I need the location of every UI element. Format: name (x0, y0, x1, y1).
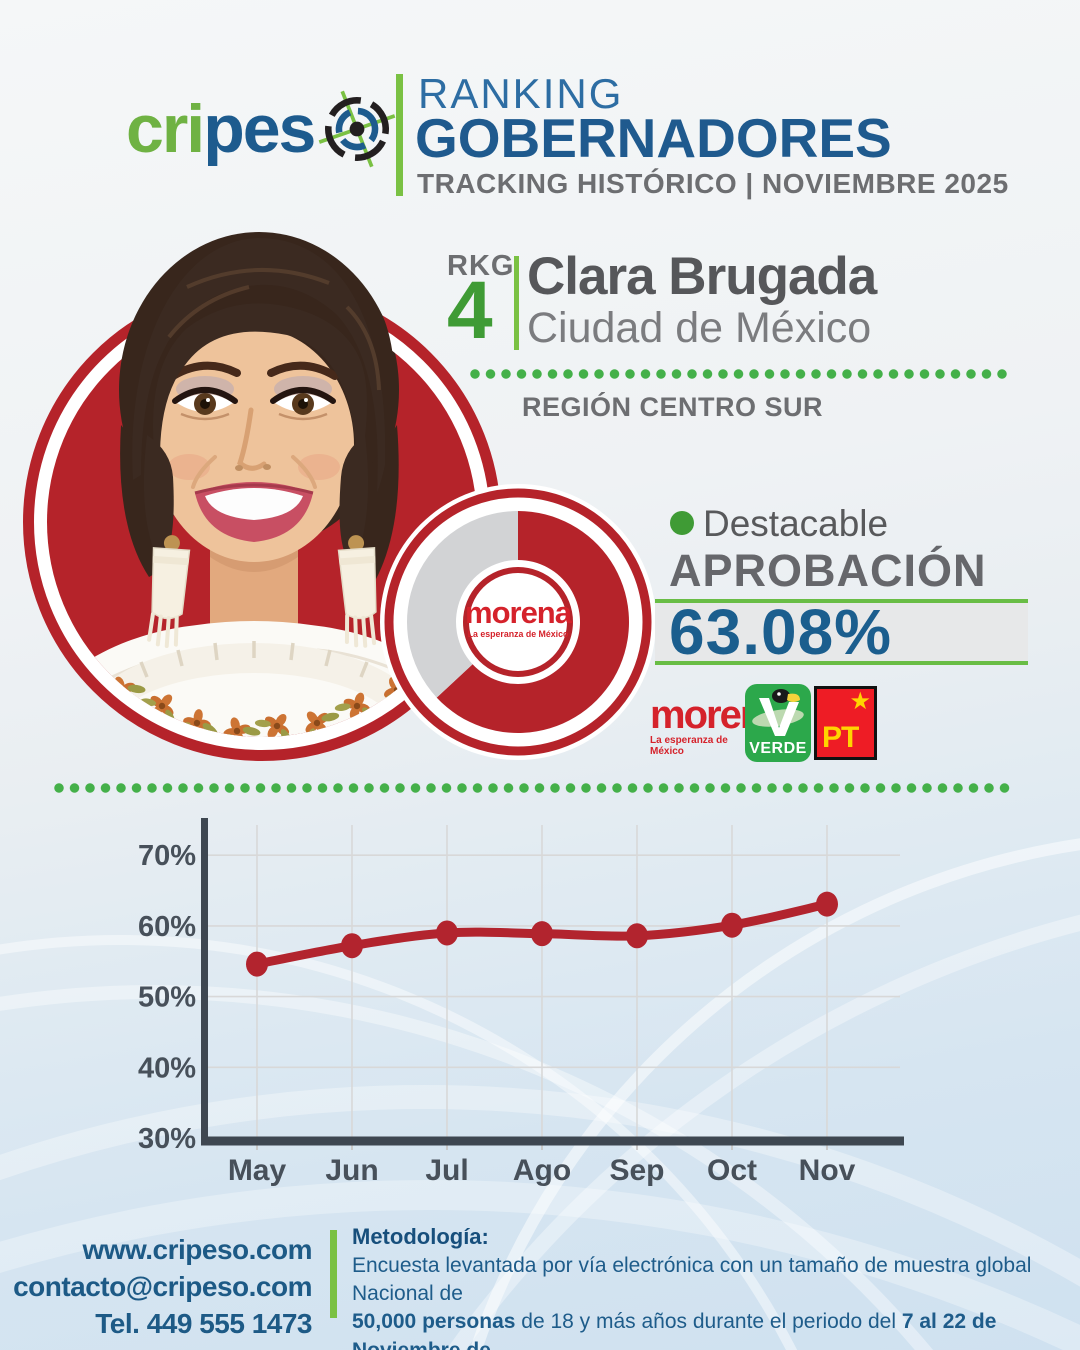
green-dotted-separator (54, 783, 1012, 793)
donut-center-logo: morena La esperanza de México (448, 597, 588, 639)
chart-data-point (816, 891, 838, 917)
green-dotted-separator (470, 369, 1012, 379)
verde-logo: VERDE (745, 684, 811, 762)
logo-text-blue: pes (203, 91, 316, 167)
title-ranking: RANKING (418, 70, 624, 117)
tassel-earring (147, 535, 191, 648)
approval-donut-chart (380, 484, 656, 760)
verde-v-toucan-icon (752, 689, 804, 736)
chart-xtick-label: May (228, 1154, 287, 1187)
chart-ytick-label: 60% (138, 911, 196, 943)
header-divider-bar (396, 74, 403, 196)
chart-xtick-label: Sep (609, 1154, 664, 1187)
status-label: Destacable (703, 503, 889, 544)
morena-wordmark: morena (650, 693, 785, 737)
tassel-earring (337, 535, 377, 648)
morena-wordmark: morena (465, 595, 572, 630)
pt-logo: ★ PT (814, 686, 877, 760)
status-dot-icon (670, 511, 694, 535)
chart-xtick-label: Oct (707, 1154, 757, 1187)
candidate-name: Clara Brugada (527, 247, 877, 306)
rank-number: 4 (447, 265, 493, 356)
methodology-text: Encuesta levantada por vía electrónica c… (352, 1252, 1068, 1350)
methodology-segment: de 18 y más años durante el periodo del (515, 1310, 902, 1334)
chart-data-point (246, 951, 268, 977)
rank-label: RKG (447, 250, 515, 282)
donut-segment-approval (436, 511, 629, 733)
metric-label: APROBACIÓN (669, 545, 987, 596)
methodology-block: Metodología: Encuesta levantada por vía … (352, 1222, 1068, 1350)
chart-ytick-label: 30% (138, 1123, 196, 1155)
region-label: REGIÓN CENTRO SUR (522, 392, 824, 422)
chart-data-point (531, 921, 553, 947)
chart-data-point (626, 923, 648, 949)
phone-number: Tel. 449 555 1473 (95, 1307, 312, 1339)
rank-divider-bar (514, 256, 519, 350)
methodology-segment: Encuesta levantada por vía electrónica c… (352, 1253, 1032, 1306)
chart-data-point (341, 933, 363, 959)
methodology-segment: 50,000 personas (352, 1310, 516, 1334)
morena-tagline: La esperanza de México (650, 735, 728, 757)
chart-xtick-label: Ago (513, 1154, 571, 1187)
tracking-line-chart: 70% 60% 50% 40% 30% May Jun Jul Ago Sep Oct Nov (138, 812, 920, 1217)
donut-segment-rest (407, 511, 518, 698)
pt-label: PT (822, 721, 859, 754)
candidate-state: Ciudad de México (527, 304, 872, 352)
chart-ytick-label: 40% (138, 1052, 196, 1084)
approval-value: 63.08% (669, 596, 893, 668)
candidate-photo (47, 232, 477, 737)
chart-ytick-label: 50% (138, 982, 196, 1014)
morena-logo: morena La esperanza de México (650, 693, 785, 757)
pt-star-icon: ★ (849, 688, 871, 715)
line-chart-svg: 70% 60% 50% 40% 30% May Jun Jul Ago Sep Oct Nov (138, 818, 904, 1187)
chart-xtick-label: Nov (799, 1154, 856, 1187)
approval-value-band: 63.08% (655, 599, 1028, 665)
chart-data-point (721, 912, 743, 938)
verde-label: VERDE (749, 740, 807, 757)
methodology-segment: 7 al 22 de Noviembre de (352, 1310, 997, 1350)
website-link: www.cripeso.com (82, 1234, 312, 1265)
contact-block: www.cripeso.com contacto@cripeso.com Tel… (12, 1232, 312, 1343)
morena-tagline: La esperanza de México (467, 629, 569, 639)
cripeso-logo: cri pes (126, 88, 398, 170)
title-subtitle: TRACKING HISTÓRICO | NOVIEMBRE 2025 (417, 168, 1009, 199)
chart-xtick-label: Jun (325, 1154, 378, 1187)
chart-xtick-label: Jul (425, 1154, 468, 1187)
title-gobernadores: GOBERNADORES (415, 107, 892, 169)
methodology-title: Metodología: (352, 1224, 489, 1249)
target-icon (319, 90, 396, 168)
footer-divider-bar (330, 1230, 337, 1318)
logo-text-green: cri (126, 91, 205, 167)
chart-data-point (436, 920, 458, 946)
chart-ytick-label: 70% (138, 840, 196, 872)
email-link: contacto@cripeso.com (13, 1270, 312, 1302)
